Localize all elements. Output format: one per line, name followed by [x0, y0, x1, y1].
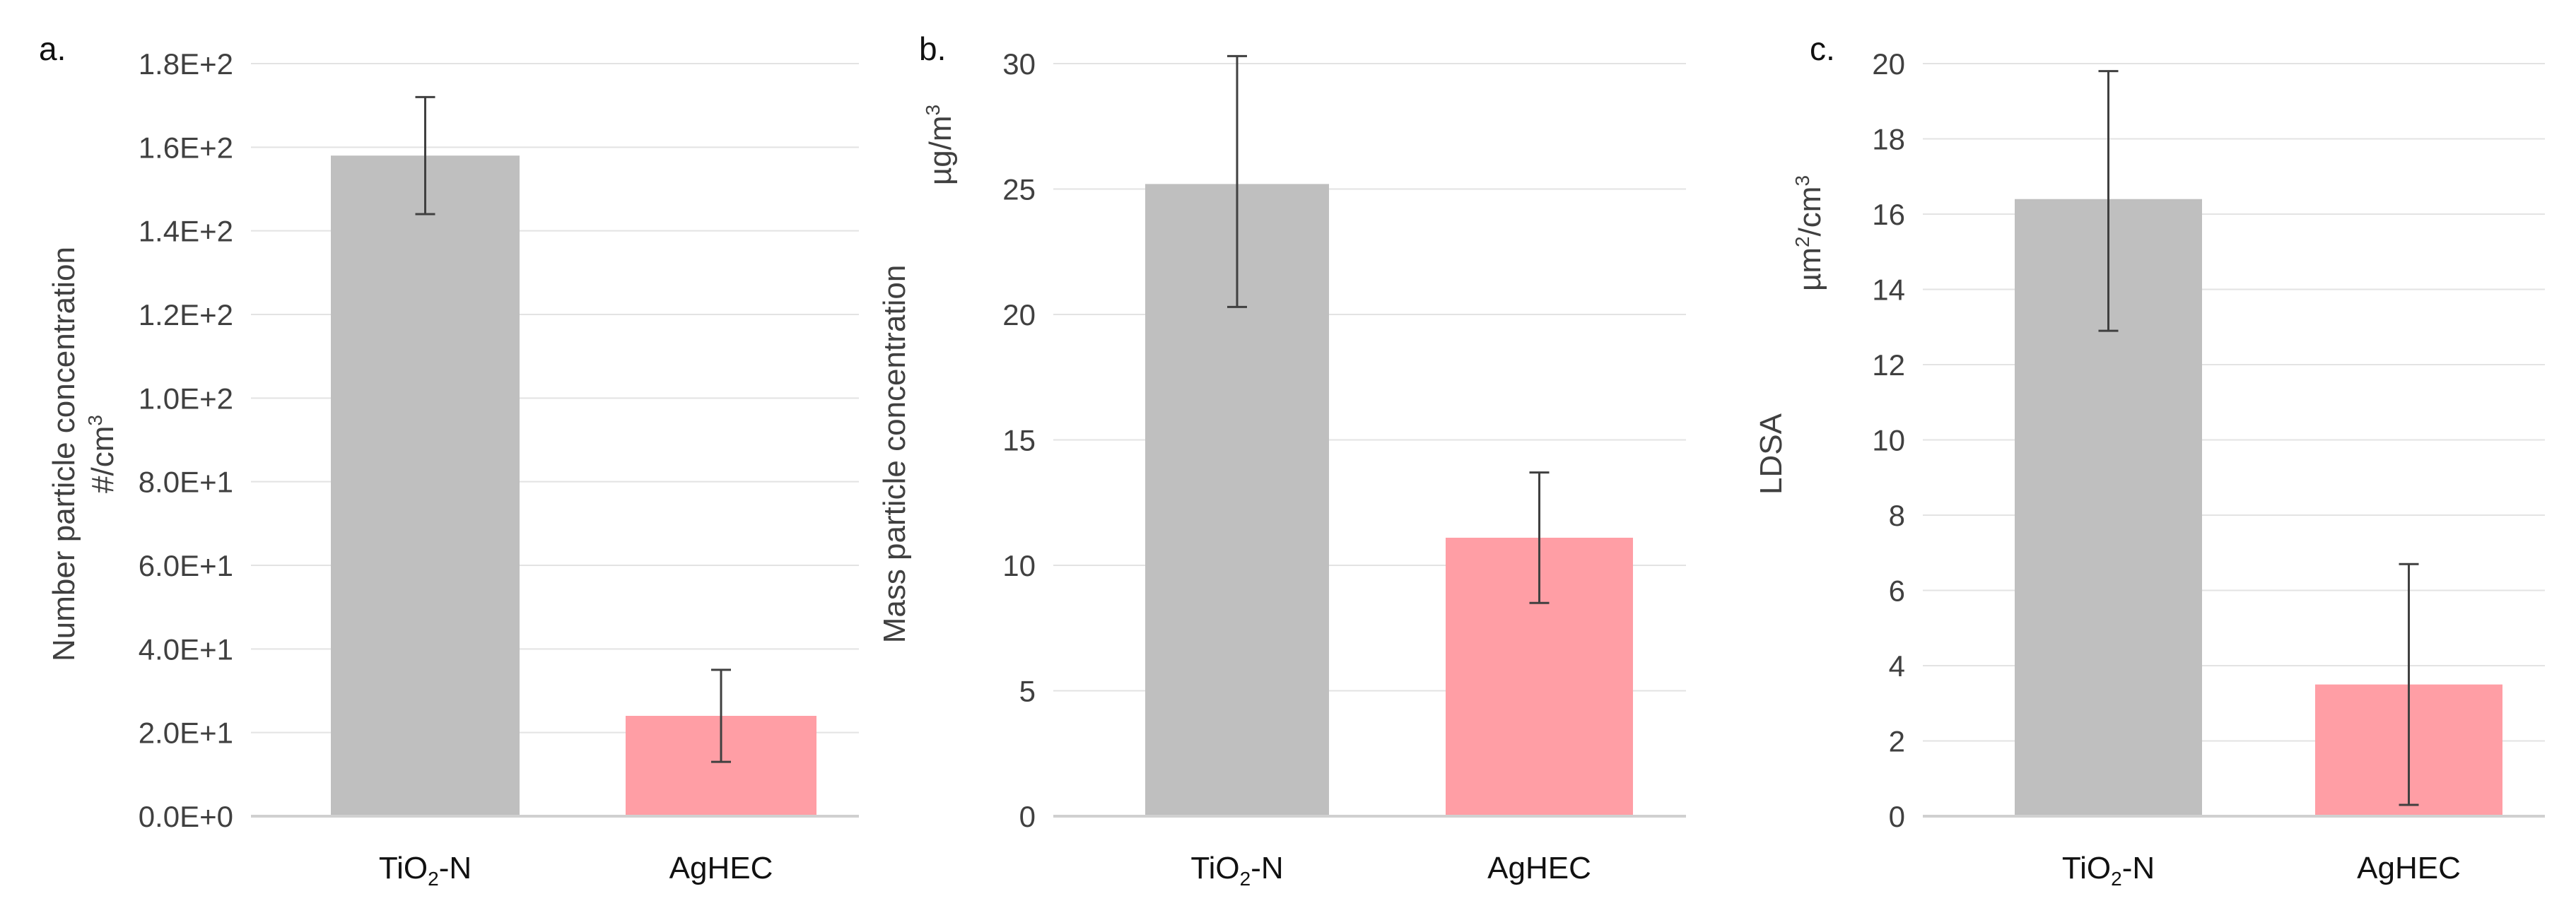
- error-bar: [711, 668, 731, 763]
- y-tick-label: 0: [1019, 800, 1036, 833]
- y-tick-label: 4: [1889, 649, 1905, 683]
- y-axis-title: Number particle concentration: [47, 247, 81, 661]
- y-tick-label: 25: [1002, 173, 1036, 206]
- y-tick-label: 20: [1872, 47, 1905, 81]
- y-axis-unit: µm2/cm3: [1791, 175, 1827, 291]
- y-tick-label: 6.0E+1: [139, 549, 233, 582]
- bar-tio2-n: [331, 155, 520, 816]
- y-tick-label: 1.6E+2: [139, 131, 233, 164]
- y-tick-label: 14: [1872, 273, 1905, 307]
- panel-label: a.: [39, 30, 66, 67]
- y-tick-label: 20: [1002, 298, 1036, 331]
- y-tick-label: 0.0E+0: [139, 800, 233, 833]
- y-tick-label: 2: [1889, 725, 1905, 758]
- y-tick-label: 10: [1872, 424, 1905, 457]
- y-tick-label: 2.0E+1: [139, 717, 233, 750]
- y-tick-label: 1.8E+2: [139, 47, 233, 81]
- y-tick-label: 0: [1889, 800, 1905, 833]
- y-axis-title: Mass particle concentration: [877, 265, 912, 644]
- error-bar: [2399, 562, 2419, 806]
- panel-label: b.: [919, 30, 946, 67]
- y-tick-label: 6: [1889, 575, 1905, 608]
- y-tick-label: 8: [1889, 499, 1905, 532]
- y-tick-label: 30: [1002, 47, 1036, 81]
- y-axis-title: LDSA: [1754, 413, 1788, 495]
- x-category-label: AgHEC: [669, 851, 773, 885]
- y-tick-label: 18: [1872, 123, 1905, 156]
- y-tick-label: 16: [1872, 198, 1905, 231]
- chart-panel-b: 0 5 10 15 20 25 30 TiO2-N AgHEC b. Mass particle c…: [877, 30, 1686, 890]
- y-tick-label: 1.2E+2: [139, 298, 233, 331]
- error-bar: [2098, 70, 2119, 332]
- y-tick-label: 10: [1002, 549, 1036, 582]
- chart-panel-a: 0.0E+0 2.0E+1 4.0E+1 6.0E+1 8.0E+1 1.0E+2 1.2E…: [39, 30, 859, 890]
- y-tick-label: 4.0E+1: [139, 632, 233, 666]
- x-category-label: AgHEC: [2357, 851, 2461, 885]
- y-tick-label: 8.0E+1: [139, 466, 233, 499]
- y-tick-label: 1.4E+2: [139, 215, 233, 248]
- chart-panel-c: 0 2 4 6 8 10 12 14 16 18 20 TiO2-N AgHEC c. LDSA µm2/cm…: [1754, 30, 2545, 890]
- y-tick-label: 12: [1872, 348, 1905, 382]
- y-axis-unit: µg/m3: [922, 105, 958, 185]
- x-category-label: TiO2-N: [379, 851, 472, 890]
- y-tick-label: 15: [1002, 424, 1036, 457]
- error-bar: [1227, 54, 1247, 308]
- x-category-label: TiO2-N: [1190, 851, 1283, 890]
- x-category-label: TiO2-N: [2062, 851, 2155, 890]
- panel-label: c.: [1810, 30, 1835, 67]
- x-category-label: AgHEC: [1487, 851, 1591, 885]
- y-tick-label: 1.0E+2: [139, 382, 233, 415]
- y-axis-unit: #/cm3: [84, 415, 120, 493]
- error-bar: [1529, 471, 1550, 604]
- error-bar: [415, 95, 435, 216]
- y-tick-label: 5: [1019, 675, 1036, 708]
